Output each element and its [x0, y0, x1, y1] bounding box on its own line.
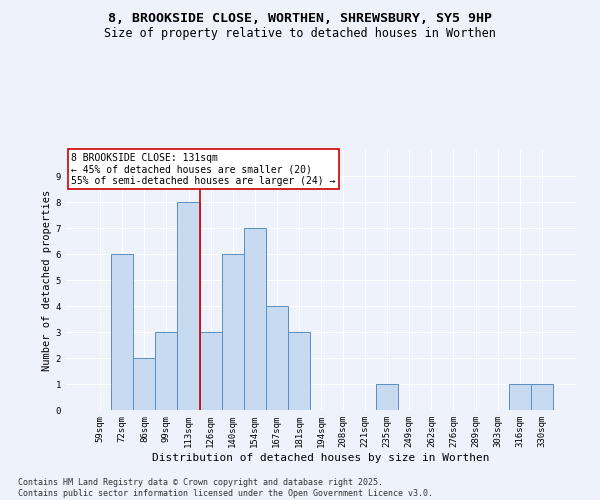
X-axis label: Distribution of detached houses by size in Worthen: Distribution of detached houses by size …: [152, 452, 490, 462]
Bar: [266, 306, 288, 410]
Text: Contains HM Land Registry data © Crown copyright and database right 2025.
Contai: Contains HM Land Registry data © Crown c…: [18, 478, 433, 498]
Bar: [509, 384, 531, 410]
Bar: [288, 332, 310, 410]
Y-axis label: Number of detached properties: Number of detached properties: [41, 190, 52, 370]
Bar: [200, 332, 221, 410]
Bar: [133, 358, 155, 410]
Bar: [531, 384, 553, 410]
Bar: [244, 228, 266, 410]
Text: 8 BROOKSIDE CLOSE: 131sqm
← 45% of detached houses are smaller (20)
55% of semi-: 8 BROOKSIDE CLOSE: 131sqm ← 45% of detac…: [71, 152, 335, 186]
Bar: [155, 332, 178, 410]
Bar: [221, 254, 244, 410]
Bar: [178, 202, 200, 410]
Bar: [111, 254, 133, 410]
Bar: [376, 384, 398, 410]
Text: Size of property relative to detached houses in Worthen: Size of property relative to detached ho…: [104, 28, 496, 40]
Text: 8, BROOKSIDE CLOSE, WORTHEN, SHREWSBURY, SY5 9HP: 8, BROOKSIDE CLOSE, WORTHEN, SHREWSBURY,…: [108, 12, 492, 26]
